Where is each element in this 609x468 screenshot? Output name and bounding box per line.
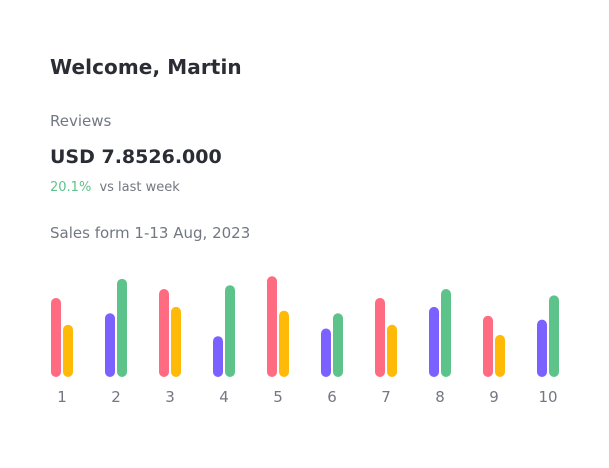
bar-10-1 bbox=[537, 319, 547, 377]
bar-3-1 bbox=[159, 289, 169, 377]
welcome-title: Welcome, Martin bbox=[50, 55, 242, 79]
bar-9-2 bbox=[495, 334, 505, 377]
bar-6-1 bbox=[321, 328, 331, 377]
x-tick-label: 6 bbox=[327, 388, 337, 406]
x-tick-label: 10 bbox=[538, 388, 557, 406]
x-tick-label: 9 bbox=[489, 388, 499, 406]
bar-5-2 bbox=[279, 310, 289, 377]
bar-10-2 bbox=[549, 295, 559, 377]
bar-4-1 bbox=[213, 336, 223, 377]
bar-3-2 bbox=[171, 306, 181, 377]
total-amount: USD 7.8526.000 bbox=[50, 146, 222, 168]
bar-1-2 bbox=[63, 324, 73, 377]
bar-6-2 bbox=[333, 313, 343, 377]
x-tick-label: 7 bbox=[381, 388, 391, 406]
x-tick-label: 3 bbox=[165, 388, 175, 406]
x-tick-label: 8 bbox=[435, 388, 445, 406]
bar-7-1 bbox=[375, 297, 385, 377]
bar-8-2 bbox=[441, 289, 451, 377]
trend-percentage: 20.1% bbox=[50, 180, 92, 195]
section-label: Reviews bbox=[50, 112, 112, 130]
bar-2-2 bbox=[117, 278, 127, 377]
bar-4-2 bbox=[225, 285, 235, 377]
bar-7-2 bbox=[387, 324, 397, 377]
bar-1-1 bbox=[51, 297, 61, 377]
bar-9-1 bbox=[483, 315, 493, 377]
x-tick-label: 5 bbox=[273, 388, 283, 406]
x-tick-label: 1 bbox=[57, 388, 67, 406]
bar-2-1 bbox=[105, 313, 115, 377]
x-tick-label: 2 bbox=[111, 388, 121, 406]
trend-caption: vs last week bbox=[99, 180, 180, 195]
date-range: Sales form 1-13 Aug, 2023 bbox=[50, 224, 251, 242]
trend-row: 20.1% vs last week bbox=[50, 180, 180, 195]
x-tick-label: 4 bbox=[219, 388, 229, 406]
bar-8-1 bbox=[429, 306, 439, 377]
bar-5-1 bbox=[267, 276, 277, 377]
